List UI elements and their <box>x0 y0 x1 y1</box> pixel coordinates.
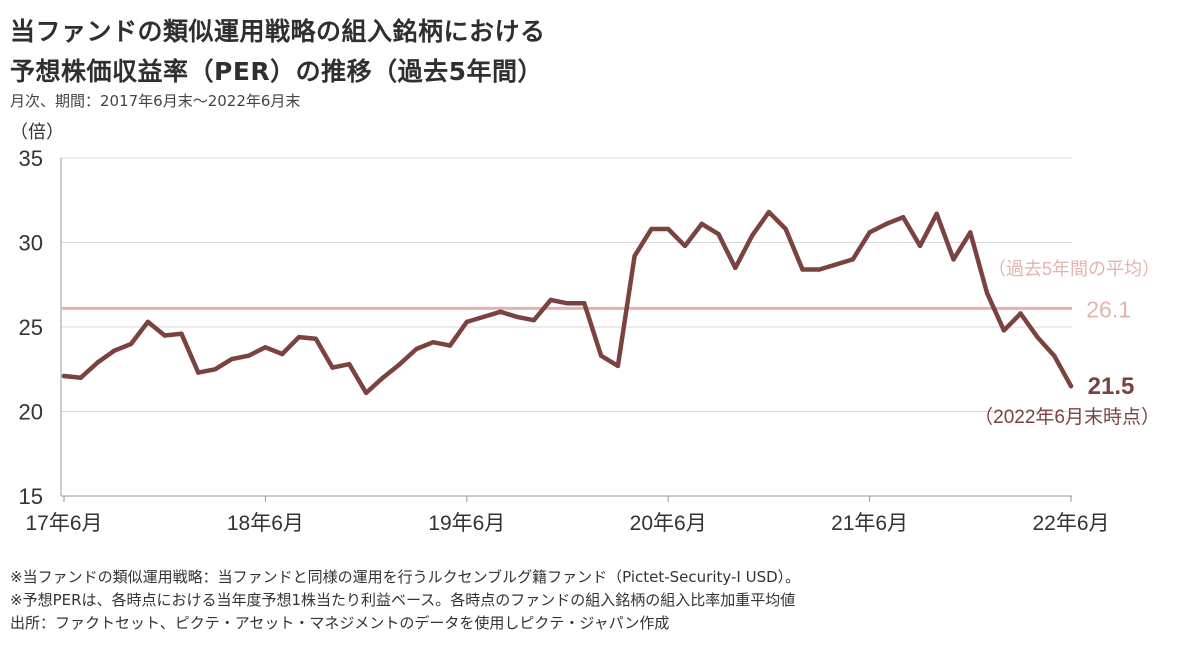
x-tick-label: 18年6月 <box>227 512 304 535</box>
data-point <box>884 221 889 227</box>
data-point <box>380 375 386 380</box>
chart-title-line2: 予想株価収益率（PER）の推移（過去5年間） <box>10 57 544 86</box>
data-point <box>229 356 235 362</box>
y-tick-label: 25 <box>19 315 43 340</box>
data-point <box>783 226 788 232</box>
data-point <box>212 367 218 372</box>
data-point <box>431 340 436 345</box>
data-point <box>498 309 503 314</box>
data-point <box>347 361 352 367</box>
last-value-label: 21.5 <box>1088 373 1135 400</box>
last-date-label: （2022年6月末時点） <box>974 406 1160 428</box>
data-point <box>968 230 973 235</box>
data-point <box>582 301 587 306</box>
data-point <box>917 243 923 249</box>
data-point <box>984 291 990 296</box>
data-point <box>699 221 704 227</box>
data-point <box>666 226 671 232</box>
data-point <box>263 345 268 350</box>
y-tick-label: 20 <box>19 400 43 425</box>
data-point <box>397 361 402 367</box>
data-point <box>766 209 772 215</box>
data-point <box>1068 383 1074 389</box>
data-point <box>749 233 755 238</box>
data-point <box>514 314 520 320</box>
x-tick-label: 22年6月 <box>1032 512 1109 535</box>
footnote-strategy: ※当ファンドの類似運用戦略：当ファンドと同様の運用を行うルクセンブルグ籍ファンド… <box>10 568 801 586</box>
data-point <box>414 346 419 352</box>
y-axis-label: （倍） <box>10 122 64 143</box>
data-point <box>548 297 553 303</box>
data-point <box>817 267 822 272</box>
data-point <box>447 343 453 348</box>
data-point <box>78 375 83 380</box>
data-point <box>800 267 805 272</box>
data-point <box>464 319 469 325</box>
data-point <box>951 257 956 262</box>
chart-title-line1: 当ファンドの類似運用戦略の組入銘柄における <box>10 17 546 46</box>
y-tick-label: 35 <box>19 146 43 171</box>
average-value-label: 26.1 <box>1086 296 1131 322</box>
data-point <box>246 353 251 358</box>
y-tick-label: 15 <box>19 484 43 509</box>
data-point <box>934 211 939 216</box>
x-tick-label: 17年6月 <box>25 512 102 535</box>
data-point <box>598 353 604 358</box>
footnote-source: 出所：ファクトセット、ピクテ・アセット・マネジメントのデータを使用しピクテ・ジャ… <box>10 614 670 632</box>
data-point <box>95 360 100 365</box>
data-point <box>733 265 738 271</box>
data-point <box>531 318 537 323</box>
data-point <box>565 301 570 306</box>
data-point <box>1035 334 1040 340</box>
footnote-per: ※予想PERは、各時点における当年度予想1株当たり利益ベース。各時点のファンドの… <box>10 591 796 609</box>
data-point <box>682 243 688 249</box>
data-point <box>615 363 621 369</box>
data-point <box>330 365 335 370</box>
chart-subtitle: 月次、期間：2017年6月末～2022年6月末 <box>10 92 301 110</box>
x-tick-label: 21年6月 <box>831 512 908 535</box>
data-point <box>179 331 184 336</box>
data-point <box>1018 311 1023 316</box>
data-point <box>112 348 117 353</box>
average-label: （過去5年間の平均） <box>988 259 1160 279</box>
data-point <box>128 341 134 347</box>
data-point <box>900 214 906 220</box>
data-point <box>61 373 67 379</box>
y-tick-label: 30 <box>19 231 43 256</box>
x-tick-label: 19年6月 <box>428 512 505 535</box>
data-point <box>313 336 318 342</box>
data-point <box>279 351 285 357</box>
data-point <box>1052 353 1057 358</box>
data-point <box>145 319 151 325</box>
data-point <box>1001 328 1007 333</box>
data-point <box>649 226 654 232</box>
data-point <box>632 253 637 259</box>
data-point <box>850 257 856 262</box>
data-point <box>162 333 167 338</box>
x-tick-label: 20年6月 <box>630 512 707 535</box>
data-point <box>716 231 721 237</box>
data-point <box>833 262 839 267</box>
data-point <box>196 370 201 375</box>
data-point <box>867 230 872 235</box>
data-point <box>296 334 302 340</box>
data-point <box>481 314 486 320</box>
data-point <box>363 390 369 396</box>
